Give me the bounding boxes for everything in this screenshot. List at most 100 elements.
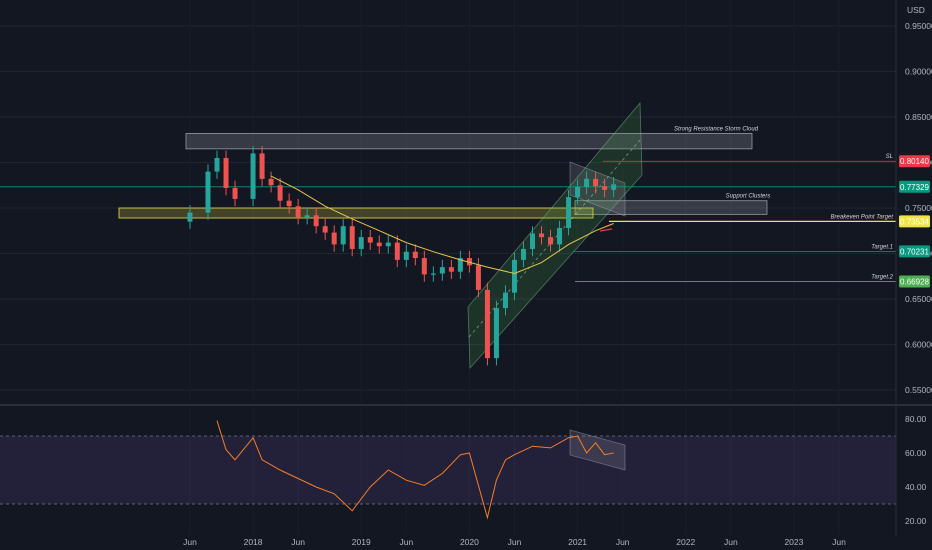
price-badge-label: 0.70231 xyxy=(900,247,929,256)
price-axis[interactable]: 0.950000.900000.850000.800000.750000.700… xyxy=(895,0,932,537)
candle-body xyxy=(539,233,545,238)
candle-body xyxy=(584,178,590,188)
price-badge xyxy=(899,215,930,228)
candle-body xyxy=(259,153,265,179)
time-tick-label: Jun xyxy=(616,537,630,547)
zone-box[interactable] xyxy=(574,200,768,215)
zone-box[interactable] xyxy=(185,132,753,150)
price-badge xyxy=(899,180,930,193)
rsi-tick-label: 80.00 xyxy=(905,414,927,424)
candle-body xyxy=(566,197,572,229)
time-tick-label: 2019 xyxy=(352,537,371,547)
candle-body xyxy=(214,157,220,172)
candle-body xyxy=(304,215,310,218)
candle-body xyxy=(250,153,256,199)
zone-label: Support Clusters xyxy=(726,194,771,200)
candle-body xyxy=(611,184,617,190)
price-badge-label: 0.80140 xyxy=(900,157,929,166)
currency-label: USD xyxy=(907,5,925,15)
candle-body xyxy=(520,248,526,260)
candle-body xyxy=(430,273,436,275)
candle-body xyxy=(557,228,563,245)
candle-body xyxy=(232,187,238,199)
red-marker xyxy=(599,228,613,232)
candle-body xyxy=(286,200,292,207)
zone-box[interactable] xyxy=(118,207,594,219)
candle-body xyxy=(349,226,355,249)
price-badge xyxy=(899,275,930,288)
candle-body xyxy=(548,237,554,245)
candle-body xyxy=(385,242,391,247)
rising-channel[interactable] xyxy=(467,101,643,370)
price-badge-label: 0.73534 xyxy=(900,217,929,226)
candle-body xyxy=(358,237,364,249)
time-tick-label: 2023 xyxy=(784,537,803,547)
rsi-tick-label: 20.00 xyxy=(905,516,927,526)
rsi-line[interactable] xyxy=(216,420,614,520)
candle-body xyxy=(421,258,427,275)
time-tick-label: Jun xyxy=(399,537,413,547)
zone-label: Strong Resistance Storm Cloud xyxy=(674,126,759,132)
candle-body xyxy=(268,178,274,186)
candle-body xyxy=(439,267,445,274)
candle-body xyxy=(575,187,581,198)
price-line-label: Target.1 xyxy=(871,244,893,250)
candle-body xyxy=(530,233,536,249)
candle-body xyxy=(313,215,319,227)
rsi-band-fill xyxy=(0,436,896,504)
candle-body xyxy=(403,251,409,260)
candle-body xyxy=(331,232,337,245)
candle-body xyxy=(502,292,508,309)
candle-body xyxy=(223,157,229,188)
moving-average-line[interactable] xyxy=(270,175,614,275)
rsi-tick-label: 60.00 xyxy=(905,448,927,458)
candle-body xyxy=(466,258,472,266)
candle-body xyxy=(187,212,193,222)
candle-body xyxy=(412,251,418,259)
price-badge xyxy=(899,245,930,258)
time-tick-label: Jun xyxy=(832,537,846,547)
candle-body xyxy=(376,242,382,247)
candle-body xyxy=(484,289,490,359)
candle-body xyxy=(493,308,499,359)
rsi-channel[interactable] xyxy=(569,429,626,471)
candle-body xyxy=(511,259,517,293)
rsi-pane[interactable] xyxy=(0,408,896,535)
rising-channel-midline xyxy=(468,138,642,338)
time-tick-label: 2018 xyxy=(244,537,263,547)
candle-body xyxy=(322,226,328,233)
price-pane[interactable]: Strong Resistance Storm Cloud Support Clu… xyxy=(0,0,932,406)
price-badge-label: 0.66928 xyxy=(900,277,929,286)
rsi-tick-label: 40.00 xyxy=(905,482,927,492)
time-tick-label: Jun xyxy=(508,537,522,547)
candle-body xyxy=(295,206,301,218)
price-line-label: Breakeven Point Target xyxy=(831,214,894,220)
candle-body xyxy=(340,226,346,245)
candle-body xyxy=(475,265,481,290)
price-badge-label: 0.77329 xyxy=(900,183,929,192)
candle-body xyxy=(367,237,373,243)
time-tick-label: Jun xyxy=(291,537,305,547)
candle-body xyxy=(277,185,283,201)
time-tick-label: Jun xyxy=(724,537,738,547)
candle-body xyxy=(448,267,454,272)
candle-body xyxy=(205,171,211,213)
time-tick-label: 2021 xyxy=(568,537,587,547)
time-axis[interactable]: Jun 2018 Jun 2019 Jun 2020 Jun 2021 Jun 2022 Jun 20… xyxy=(183,537,846,547)
time-tick-label: Jun xyxy=(183,537,197,547)
price-line-label: Target.2 xyxy=(871,274,893,280)
candle-body xyxy=(394,242,400,260)
candle-body xyxy=(593,178,599,187)
price-badge xyxy=(899,155,930,168)
flag-pattern[interactable] xyxy=(569,161,626,217)
candle-body xyxy=(602,186,608,190)
time-tick-label: 2022 xyxy=(676,537,695,547)
